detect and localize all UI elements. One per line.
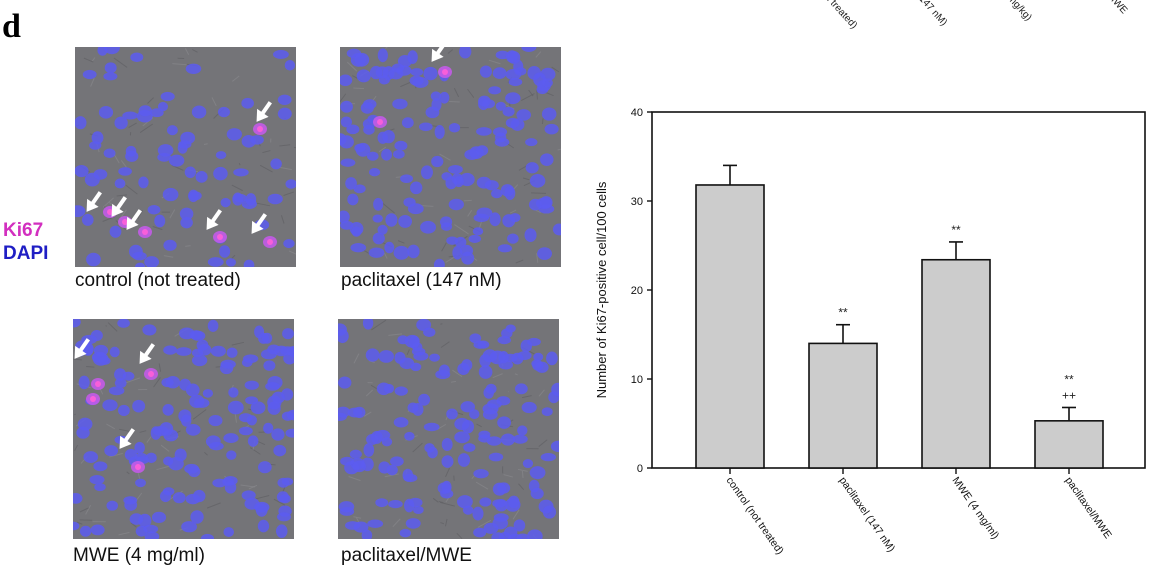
x-tick-label: control (not treated): [724, 475, 786, 557]
bar-1: [695, 164, 765, 469]
caption-control: control (not treated): [75, 270, 241, 291]
significance-marker: **: [838, 306, 848, 320]
x-axis: control (not treated) paclitaxel (147 nM)…: [724, 468, 1114, 557]
arrow-icon: [74, 338, 90, 359]
bars: ** ** ** ++: [695, 164, 1104, 469]
significance-marker: **: [1064, 372, 1074, 386]
y-tick-label: 30: [631, 196, 643, 208]
micrograph-control: [75, 47, 296, 267]
micrograph-mwe: [73, 319, 294, 539]
x-tick-label: MWE (4 mg/ml): [950, 475, 1002, 542]
arrow-icon: [126, 209, 142, 230]
significance-marker: **: [951, 223, 961, 237]
y-axis: 0 10 20 30 40: [631, 107, 652, 475]
caption-paclitaxel: paclitaxel (147 nM): [341, 270, 502, 291]
micrograph-image: [75, 47, 296, 267]
arrow-icon: [256, 101, 272, 122]
bar-4: ** ++: [1034, 372, 1104, 469]
micrograph-paclitaxel-mwe: [338, 319, 559, 539]
arrow-icon: [111, 196, 127, 217]
arrow-icon: [119, 428, 135, 449]
bar-2: **: [808, 306, 878, 469]
arrow-icon: [431, 47, 447, 62]
bar-3: **: [921, 223, 991, 469]
y-tick-label: 10: [631, 374, 643, 386]
legend-ki67: Ki67: [3, 220, 44, 241]
arrow-icon: [139, 343, 155, 364]
y-tick-label: 0: [637, 463, 643, 475]
y-tick-label: 20: [631, 285, 643, 297]
panel-letter: d: [2, 8, 21, 45]
x-tick-label: paclitaxel (147 nM): [837, 475, 898, 555]
micrograph-image: [340, 47, 561, 267]
caption-mwe: MWE (4 mg/ml): [73, 545, 205, 566]
x-tick-label: paclitaxel/MWE: [1063, 475, 1114, 541]
micrograph-image: [338, 319, 559, 539]
clipped-label-1: ol treated): [820, 0, 860, 32]
clipped-label-3: mg/kg): [1005, 0, 1035, 24]
y-tick-label: 40: [631, 107, 643, 119]
y-axis-label: Number of Ki67-positive cell/100 cells: [594, 181, 609, 398]
arrow-icon: [251, 213, 267, 234]
arrow-icon: [86, 191, 102, 212]
legend-dapi: DAPI: [3, 243, 49, 264]
micrograph-image: [73, 319, 294, 539]
caption-paclitaxel-mwe: paclitaxel/MWE: [341, 545, 472, 566]
arrow-icon: [206, 209, 222, 230]
clipped-label-2: (147 nM): [914, 0, 950, 29]
significance-marker: ++: [1062, 388, 1076, 402]
clipped-label-4: /MWE: [1102, 0, 1130, 17]
micrograph-paclitaxel: [340, 47, 561, 267]
